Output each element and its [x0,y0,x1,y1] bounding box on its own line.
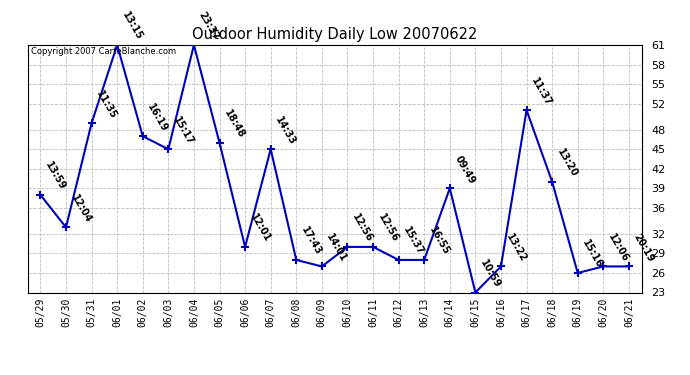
Text: 11:37: 11:37 [529,75,553,107]
Title: Outdoor Humidity Daily Low 20070622: Outdoor Humidity Daily Low 20070622 [192,27,477,42]
Text: 18:48: 18:48 [222,108,246,140]
Text: 12:01: 12:01 [248,212,272,244]
Text: 12:04: 12:04 [69,193,93,225]
Text: 13:59: 13:59 [43,160,68,192]
Text: 23:37: 23:37 [197,10,221,42]
Text: 12:06: 12:06 [606,232,630,264]
Text: 15:37: 15:37 [402,225,426,257]
Text: 13:20: 13:20 [555,147,579,179]
Text: 14:33: 14:33 [273,115,297,146]
Text: Copyright 2007 CarteBlanche.com: Copyright 2007 CarteBlanche.com [30,48,176,57]
Text: 13:22: 13:22 [504,232,528,264]
Text: 11:35: 11:35 [95,88,119,120]
Text: 10:59: 10:59 [478,258,502,290]
Text: 15:16: 15:16 [580,238,604,270]
Text: 13:15: 13:15 [120,10,144,42]
Text: 15:17: 15:17 [171,115,195,146]
Text: 12:56: 12:56 [376,212,400,244]
Text: 12:56: 12:56 [351,212,375,244]
Text: 16:55: 16:55 [427,225,451,257]
Text: 17:43: 17:43 [299,225,323,257]
Text: 09:49: 09:49 [453,154,477,186]
Text: 14:01: 14:01 [324,232,348,264]
Text: 20:19: 20:19 [631,232,656,264]
Text: 16:19: 16:19 [146,102,170,134]
